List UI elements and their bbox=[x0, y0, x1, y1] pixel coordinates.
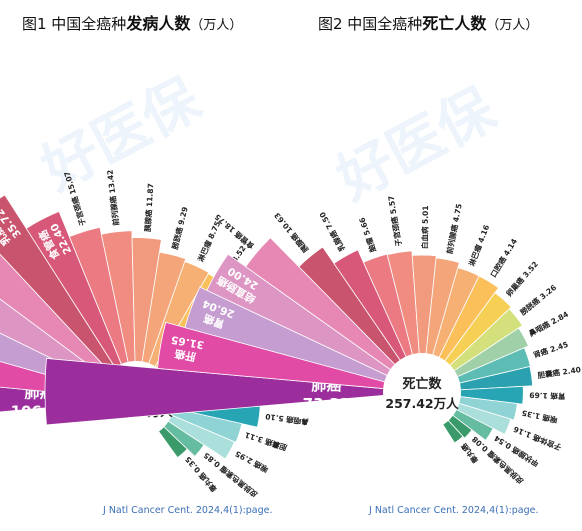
sector-label: 前列腺癌 13.42 bbox=[104, 169, 120, 226]
source-citation: J Natl Cancer Cent. 2024,4(1):page. bbox=[103, 505, 273, 516]
sector-label: 乳腺癌 7.50 bbox=[317, 210, 347, 253]
sector-label: 子宫颈癌 15.07 bbox=[61, 170, 87, 227]
sector-label: 卵巢癌 3.52 bbox=[504, 259, 540, 298]
sector-label: 胰腺癌 11.87 bbox=[142, 183, 155, 232]
center-hole bbox=[383, 353, 461, 431]
sector-label: 胆囊癌 2.40 bbox=[537, 364, 582, 380]
sector-label: 淋巴瘤 4.16 bbox=[466, 223, 491, 267]
sector-label: 胆囊癌 3.11 bbox=[243, 430, 288, 453]
sector-label: 膀胱癌 3.26 bbox=[517, 282, 558, 318]
sector-label: 白血病 5.01 bbox=[419, 205, 430, 249]
sector-label: 喉癌 1.35 bbox=[521, 408, 558, 425]
sector-label: 淋巴瘤 8.75 bbox=[195, 219, 222, 263]
sector-label: 脑瘤 5.66 bbox=[356, 216, 378, 254]
sector-label: 食管癌 18.75 bbox=[212, 212, 256, 251]
source-citation: J Natl Cancer Cent. 2024,4(1):page. bbox=[369, 505, 539, 516]
sector-label: 子宫颈癌 5.57 bbox=[385, 195, 403, 247]
sector-label: 喉癌 2.95 bbox=[233, 449, 270, 475]
sector-value: 73.33 bbox=[303, 395, 350, 413]
sector-label: 胃癌 1.69 bbox=[529, 390, 565, 401]
sector-label: 鼻咽癌 2.84 bbox=[527, 309, 570, 339]
sector-label: 口腔癌 4.14 bbox=[488, 237, 519, 279]
sector-label: 膀胱癌 9.29 bbox=[169, 206, 190, 252]
sector-label: 前列腺癌 4.75 bbox=[444, 203, 464, 255]
center-value: 257.42万人 bbox=[385, 396, 459, 411]
center-label: 死亡数 bbox=[402, 376, 442, 392]
sector-label: 肾癌 2.45 bbox=[532, 339, 569, 360]
sector-label: 鼻咽癌 5.10 bbox=[265, 412, 310, 428]
